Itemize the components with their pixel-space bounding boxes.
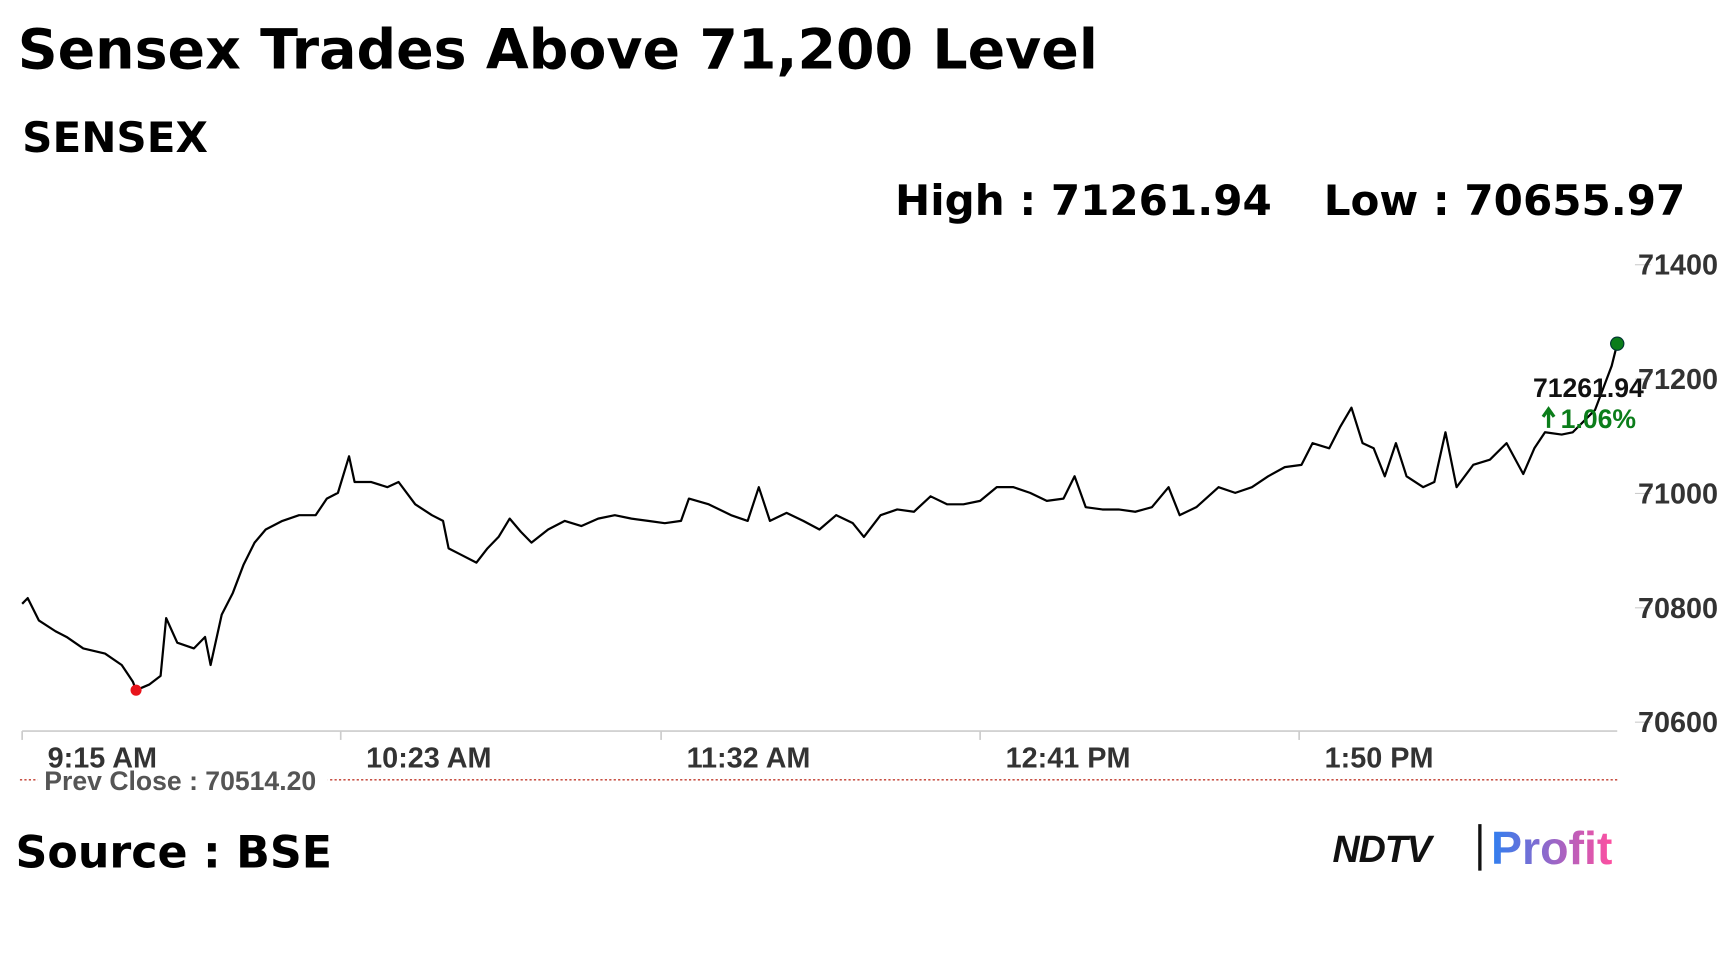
change-arrow	[1541, 406, 1556, 428]
y-tick-label: 71000	[1638, 478, 1718, 510]
source: Source : BSE	[16, 827, 333, 878]
last-value-label: 71261.94	[1533, 373, 1644, 403]
high-label: High : 71261.94	[895, 176, 1272, 225]
prev-close-label: Prev Close : 70514.20	[44, 766, 316, 796]
chart-subtitle: SENSEX	[22, 113, 208, 162]
low-label: Low : 70655.97	[1324, 176, 1686, 225]
x-tick-label: 10:23 AM	[366, 743, 491, 775]
x-tick-label: 9:15 AM	[48, 743, 157, 775]
y-tick-label: 71200	[1638, 364, 1718, 396]
logo-product: Profit	[1491, 822, 1612, 874]
last-marker	[1610, 336, 1625, 351]
x-tick-label: 11:32 AM	[687, 743, 811, 775]
chart-title: Sensex Trades Above 71,200 Level	[18, 19, 1098, 83]
change-label: 1.06%	[1561, 404, 1636, 434]
y-tick-label: 71400	[1638, 250, 1718, 282]
low-marker	[130, 684, 142, 696]
x-tick-label: 1:50 PM	[1325, 743, 1434, 775]
y-tick-label: 70800	[1638, 593, 1718, 625]
y-tick-label: 70600	[1638, 707, 1718, 739]
prev-close-bg	[37, 764, 328, 796]
logo-brand: NDTV	[1333, 828, 1435, 870]
x-tick-label: 12:41 PM	[1006, 743, 1131, 775]
price-line	[21, 343, 1619, 692]
